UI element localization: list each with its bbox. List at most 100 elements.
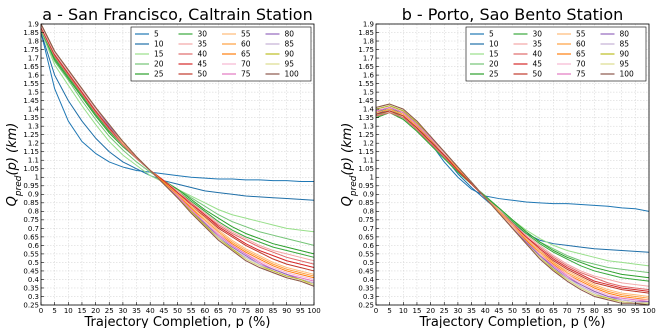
y-tick-label: 1.3 — [363, 123, 374, 131]
legend-label-60: 60 — [576, 40, 586, 49]
y-tick-label: 0.9 — [363, 191, 374, 199]
x-tick-label: 40 — [146, 307, 155, 315]
legend-label-65: 65 — [576, 50, 586, 59]
y-tick-label: 0.8 — [28, 208, 39, 216]
legend-label-10: 10 — [489, 40, 499, 49]
y-tick-label: 1.55 — [23, 80, 39, 88]
y-tick-label: 1.9 — [363, 20, 374, 28]
y-tick-label: 0.95 — [23, 182, 39, 190]
y-tick-label: 1.55 — [358, 80, 374, 88]
series-line-60 — [375, 108, 650, 299]
y-tick-label: 1.8 — [363, 37, 374, 45]
legend-label-40: 40 — [198, 50, 208, 59]
legend-label-95: 95 — [285, 60, 295, 69]
y-tick-label: 0.75 — [23, 216, 39, 224]
y-tick-label: 0.9 — [28, 191, 39, 199]
y-tick-label: 1.8 — [28, 37, 39, 45]
y-tick-label: 0.8 — [363, 208, 374, 216]
x-tick-label: 55 — [522, 307, 531, 315]
x-tick-label: 80 — [255, 307, 264, 315]
y-tick-label: 0.55 — [23, 250, 39, 258]
y-tick-label: 1.4 — [28, 106, 40, 114]
x-tick-label: 65 — [214, 307, 223, 315]
x-tick-label: 45 — [159, 307, 168, 315]
legend-label-55: 55 — [241, 30, 251, 39]
y-tick-label: 1.5 — [28, 89, 39, 97]
y-tick-label: 0.5 — [363, 259, 374, 267]
x-tick-label: 95 — [296, 307, 305, 315]
y-tick-label: 1.6 — [363, 71, 375, 79]
legend-label-50: 50 — [198, 70, 208, 79]
y-tick-label: 1.2 — [363, 140, 374, 148]
y-tick-label: 0.35 — [23, 284, 39, 292]
chart-panel-b: 0 5 10 15 20 25 30 35 40 45 50 55 60 65 70 75 80 85 90 95 10… — [340, 5, 656, 328]
y-tick-label: 0.65 — [358, 233, 374, 241]
y-tick-label: 1.15 — [358, 148, 374, 156]
legend-label-95: 95 — [620, 60, 630, 69]
y-tick-label: 0.55 — [358, 250, 374, 258]
legend-label-35: 35 — [533, 40, 543, 49]
x-tick-label: 5 — [52, 307, 56, 315]
y-tick-label: 0.75 — [358, 216, 374, 224]
legend-label-45: 45 — [533, 60, 543, 69]
legend-label-65: 65 — [241, 50, 251, 59]
legend-box — [465, 26, 647, 82]
y-tick-label: 1.4 — [363, 106, 375, 114]
y-tick-label: 0.4 — [363, 276, 375, 284]
x-tick-label: 40 — [481, 307, 490, 315]
y-axis-label: Qpred(p) (km) — [340, 123, 359, 207]
chart-title: a - San Francisco, Caltrain Station — [42, 5, 312, 24]
legend-label-60: 60 — [241, 40, 251, 49]
legend-label-25: 25 — [154, 70, 164, 79]
legend-label-30: 30 — [198, 30, 208, 39]
x-tick-label: 100 — [642, 307, 655, 315]
x-tick-label: 30 — [118, 307, 127, 315]
x-tick-label: 15 — [412, 307, 421, 315]
y-tick-label: 0.95 — [358, 182, 374, 190]
legend-label-90: 90 — [620, 50, 630, 59]
x-tick-label: 35 — [467, 307, 476, 315]
x-tick-label: 90 — [617, 307, 626, 315]
x-tick-label: 20 — [426, 307, 435, 315]
series-line-100 — [375, 103, 650, 306]
chart-title: b - Porto, Sao Bento Station — [402, 5, 624, 24]
legend-label-75: 75 — [241, 70, 251, 79]
y-tick-label: 1.45 — [23, 97, 39, 105]
y-tick-label: 1.2 — [28, 140, 39, 148]
y-tick-label: 0.25 — [23, 301, 39, 309]
y-tick-label: 0.85 — [23, 199, 39, 207]
legend-label-90: 90 — [285, 50, 295, 59]
legend-label-45: 45 — [198, 60, 208, 69]
legend-label-100: 100 — [285, 70, 300, 79]
y-tick-label: 1.35 — [358, 114, 374, 122]
y-tick-label: 0.3 — [363, 293, 374, 301]
y-tick-label: 0.25 — [358, 301, 374, 309]
y-tick-label: 1.65 — [23, 63, 39, 71]
series-line-5 — [40, 32, 314, 183]
y-tick-label: 0.35 — [358, 284, 374, 292]
x-tick-label: 95 — [631, 307, 640, 315]
y-tick-label: 0.45 — [23, 267, 39, 275]
series-line-100 — [40, 23, 315, 287]
legend-box — [130, 26, 312, 82]
y-tick-label: 1 — [35, 174, 39, 182]
legend-label-20: 20 — [489, 60, 499, 69]
y-tick-label: 1.75 — [358, 46, 374, 54]
legend-label-10: 10 — [154, 40, 164, 49]
y-tick-label: 0.5 — [28, 259, 39, 267]
x-tick-label: 55 — [187, 307, 196, 315]
y-axis-label: Qpred(p) (km) — [5, 123, 24, 207]
legend-label-5: 5 — [489, 30, 494, 39]
y-tick-label: 0.45 — [358, 267, 374, 275]
x-tick-label: 90 — [282, 307, 291, 315]
legend-label-50: 50 — [533, 70, 543, 79]
x-tick-label: 85 — [269, 307, 278, 315]
x-tick-label: 60 — [535, 307, 544, 315]
series-line-40 — [375, 112, 650, 291]
x-tick-label: 20 — [91, 307, 100, 315]
legend-label-100: 100 — [620, 70, 635, 79]
y-tick-label: 1.1 — [363, 157, 374, 165]
legend-label-85: 85 — [285, 40, 295, 49]
